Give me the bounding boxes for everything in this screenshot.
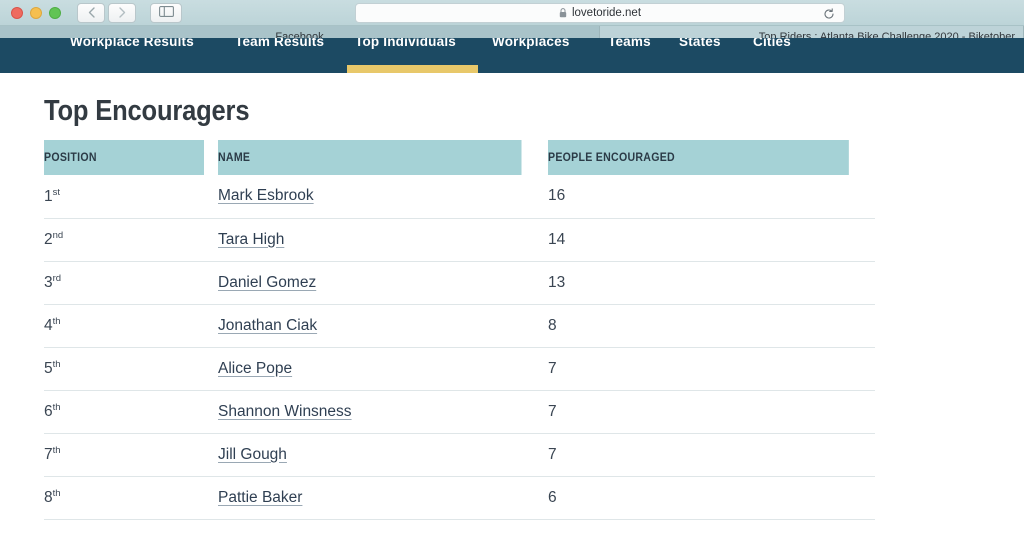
rider-name-link[interactable]: Daniel Gomez [218,273,317,291]
cell-position: 7th [44,433,218,477]
cell-name: Tara High [218,218,548,262]
cell-people-encouraged: 7 [548,347,875,391]
address-bar[interactable]: lovetoride.net [355,3,845,23]
nav-item-workplace-results[interactable]: Workplace Results [70,38,194,49]
cell-name: Mark Esbrook [218,175,548,219]
cell-name: Pattie Baker [218,476,548,520]
rider-name-link[interactable]: Alice Pope [218,359,293,377]
navigation-buttons [77,2,136,23]
position-number: 6 [44,403,53,421]
position-ordinal-suffix: th [52,487,61,499]
cell-position: 5th [44,347,218,391]
cell-name: Alice Pope [218,347,548,391]
column-header-name: NAME [218,140,522,175]
table-header: POSITION NAME PEOPLE ENCOURAGED [44,140,875,175]
nav-item-workplaces[interactable]: Workplaces [492,38,570,49]
nav-item-top-individuals[interactable]: Top Individuals [355,38,457,49]
cell-position: 6th [44,390,218,434]
nav-item-team-results[interactable]: Team Results [235,38,325,49]
browser-toolbar: lovetoride.net [0,0,1024,26]
chevron-right-icon [118,7,126,18]
window-controls [11,6,61,19]
cell-people-encouraged: 16 [548,175,875,219]
position-number: 7 [44,446,53,464]
page-content: Top Encouragers POSITION NAME PEOPLE ENC… [0,73,1024,541]
column-header-position: POSITION [44,140,205,175]
cell-people-encouraged: 13 [548,261,875,305]
zoom-window-button[interactable] [49,6,61,19]
cell-people-encouraged: 6 [548,476,875,520]
table-row: 3rd Daniel Gomez 13 [44,261,875,305]
position-ordinal-suffix: th [52,444,61,456]
position-ordinal-suffix: th [52,358,61,370]
position-number: 3 [44,274,53,292]
active-nav-underline [347,65,478,73]
sidebar-toggle-button[interactable] [150,2,182,23]
cell-people-encouraged: 7 [548,390,875,434]
cell-position: 3rd [44,261,218,305]
chevron-left-icon [88,7,95,18]
nav-item-teams[interactable]: Teams [608,38,651,49]
rider-name-link[interactable]: Shannon Winsness [218,402,352,420]
site-navigation-items: Workplace Results Team Results Top Indiv… [0,38,1024,66]
position-ordinal-suffix: st [52,186,61,198]
rider-name-link[interactable]: Pattie Baker [218,488,303,506]
table-row: 4th Jonathan Ciak 8 [44,304,875,348]
table-body: 1st Mark Esbrook 16 2nd Tara High 14 3rd Daniel… [44,175,875,520]
cell-position: 4th [44,304,218,348]
reload-icon[interactable] [822,7,836,21]
cell-people-encouraged: 7 [548,433,875,477]
cell-name: Jill Gough [218,433,548,477]
position-number: 5 [44,360,53,378]
cell-name: Daniel Gomez [218,261,548,305]
position-ordinal-suffix: th [52,315,61,327]
cell-name: Shannon Winsness [218,390,548,434]
cell-position: 2nd [44,218,218,262]
top-encouragers-table: POSITION NAME PEOPLE ENCOURAGED 1st Mark … [44,140,875,520]
table-row: 2nd Tara High 14 [44,218,875,262]
rider-name-link[interactable]: Tara High [218,230,285,248]
position-ordinal-suffix: nd [52,229,64,241]
rider-name-link[interactable]: Jill Gough [218,445,287,463]
position-number: 4 [44,317,53,335]
table-header-row: POSITION NAME PEOPLE ENCOURAGED [44,140,875,175]
position-number: 1 [44,187,53,205]
close-window-button[interactable] [11,6,23,19]
rider-name-link[interactable]: Mark Esbrook [218,187,314,205]
table-row: 5th Alice Pope 7 [44,347,875,391]
table-row: 7th Jill Gough 7 [44,433,875,477]
position-ordinal-suffix: rd [52,272,62,284]
position-number: 8 [44,489,53,507]
cell-position: 8th [44,476,218,520]
position-number: 2 [44,231,53,249]
position-ordinal-suffix: th [52,401,61,413]
column-header-people-encouraged: PEOPLE ENCOURAGED [548,140,849,175]
nav-item-states[interactable]: States [679,38,721,49]
address-text: lovetoride.net [571,7,642,19]
cell-name: Jonathan Ciak [218,304,548,348]
cell-people-encouraged: 8 [548,304,875,348]
page-title: Top Encouragers [44,95,250,127]
site-navigation-bar: Workplace Results Team Results Top Indiv… [0,38,1024,73]
minimize-window-button[interactable] [30,6,42,19]
back-button[interactable] [77,2,105,23]
rider-name-link[interactable]: Jonathan Ciak [218,316,318,334]
table-row: 6th Shannon Winsness 7 [44,390,875,434]
table-row: 8th Pattie Baker 6 [44,476,875,520]
sidebar-toggle-icon [158,4,174,22]
forward-button[interactable] [108,2,136,23]
cell-people-encouraged: 14 [548,218,875,262]
nav-item-cities[interactable]: Cities [753,38,791,49]
table-row: 1st Mark Esbrook 16 [44,175,875,219]
cell-position: 1st [44,175,218,219]
lock-icon [559,8,567,18]
